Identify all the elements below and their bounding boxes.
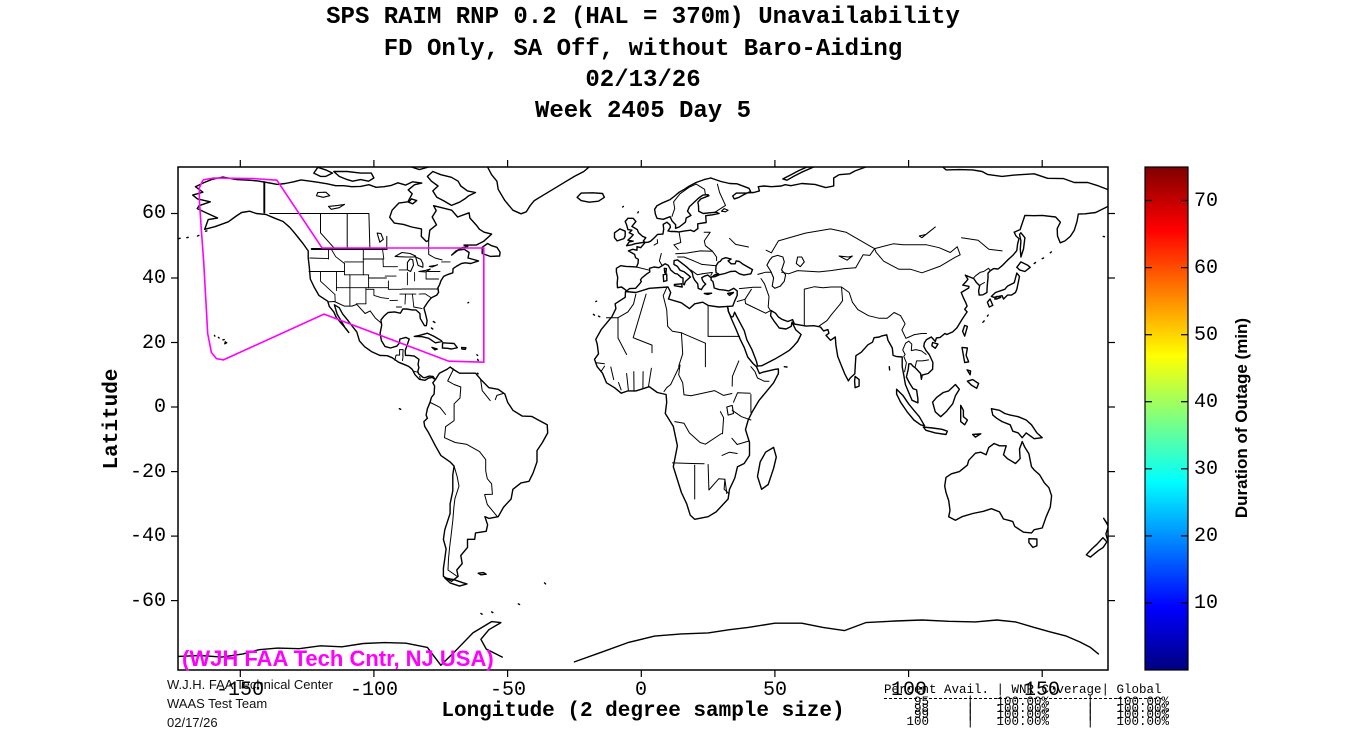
x-tick-label: 150	[1023, 679, 1060, 702]
title-line-2: FD Only, SA Off, without Baro-Aiding	[383, 36, 903, 63]
x-tick-label: 50	[762, 679, 787, 702]
plot-frame	[177, 166, 1109, 671]
x-axis-label: Longitude (2 degree sample size)	[441, 700, 845, 723]
title-line-1: SPS RAIM RNP 0.2 (HAL = 370m) Unavailabi…	[326, 4, 960, 31]
watermark-text: (WJH FAA Tech Cntr, NJ USA)	[182, 646, 494, 671]
y-tick-label: 40	[141, 267, 166, 290]
colorbar-tick-label: 60	[1194, 257, 1219, 280]
title-week-day: Week 2405 Day 5	[534, 98, 752, 125]
x-tick-label: -50	[489, 679, 526, 702]
colorbar-tick-label: 50	[1194, 324, 1219, 347]
colorbar-tick-label: 20	[1194, 525, 1219, 548]
x-tick-label: -150	[215, 679, 264, 702]
colorbar-tick-label: 30	[1194, 458, 1219, 481]
y-tick-label: 60	[141, 202, 166, 225]
colorbar-tick-label: 70	[1194, 190, 1219, 213]
availability-table-header: Percent Avail. | WNR Coverage| Global	[884, 683, 1162, 699]
waas-coverage-boundary	[198, 177, 485, 364]
availability-table-rows: 95 | 100.00% | 100.00% 98 | 100.00% | 10…	[906, 695, 1170, 729]
y-tick-label: -40	[129, 525, 166, 548]
credit-line-1: W.J.H. FAA Technical Center	[167, 677, 333, 692]
world-map	[178, 167, 1108, 666]
axis-tick-marks	[171, 160, 1115, 677]
colorbar-tick-label: 40	[1194, 391, 1219, 414]
credit-line-3: 02/17/26	[167, 715, 218, 730]
x-tick-label: 100	[890, 679, 927, 702]
y-tick-label: -20	[129, 461, 166, 484]
x-tick-label: 0	[634, 679, 647, 702]
colorbar-tick-marks	[1145, 199, 1188, 604]
credit-line-2: WAAS Test Team	[167, 696, 268, 711]
x-tick-label: -100	[349, 679, 398, 702]
colorbar-tick-label: 10	[1194, 592, 1219, 615]
y-tick-label: -60	[129, 590, 166, 613]
y-tick-label: 0	[153, 396, 166, 419]
title-date: 02/13/26	[585, 67, 701, 94]
colorbar	[1144, 166, 1189, 671]
y-tick-label: 20	[141, 332, 166, 355]
